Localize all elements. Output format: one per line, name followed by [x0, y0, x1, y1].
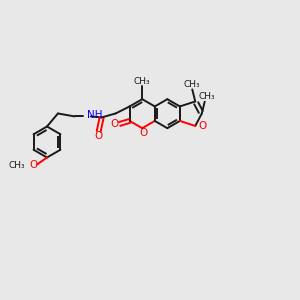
Text: NH: NH: [87, 110, 102, 120]
Text: O: O: [110, 119, 119, 129]
Text: O: O: [198, 121, 206, 131]
Text: O: O: [30, 160, 38, 170]
Text: CH₃: CH₃: [184, 80, 201, 89]
Text: CH₃: CH₃: [198, 92, 215, 101]
Text: CH₃: CH₃: [8, 161, 25, 170]
Text: CH₃: CH₃: [134, 77, 151, 86]
Text: O: O: [94, 131, 103, 141]
Text: O: O: [139, 128, 147, 138]
